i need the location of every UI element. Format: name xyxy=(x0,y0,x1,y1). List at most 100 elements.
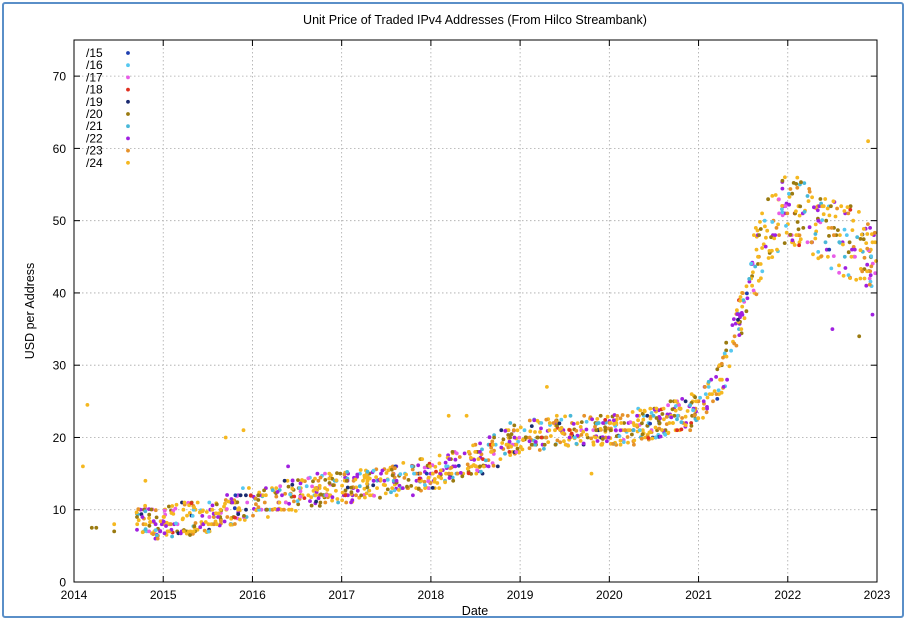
data-point xyxy=(340,490,345,495)
data-point xyxy=(164,520,169,525)
data-point xyxy=(765,228,770,233)
data-point xyxy=(754,247,759,252)
data-point xyxy=(302,496,307,500)
data-point xyxy=(759,276,763,281)
data-point xyxy=(593,435,598,440)
data-point xyxy=(242,518,247,522)
data-point xyxy=(621,440,626,444)
data-point xyxy=(283,500,288,505)
data-point xyxy=(532,418,537,423)
data-point xyxy=(316,478,321,483)
data-point xyxy=(261,493,265,498)
data-point xyxy=(394,478,399,483)
data-point xyxy=(630,432,634,437)
data-point xyxy=(147,529,152,534)
data-point xyxy=(330,498,334,503)
data-point xyxy=(608,421,613,425)
data-point xyxy=(648,406,653,411)
data-point xyxy=(151,532,156,536)
data-point xyxy=(135,515,139,519)
data-point xyxy=(430,486,435,490)
data-point xyxy=(751,270,755,275)
data-point xyxy=(553,442,558,447)
data-point xyxy=(640,411,645,416)
data-point xyxy=(262,488,266,493)
data-point xyxy=(342,472,347,477)
data-point xyxy=(218,507,223,512)
data-point xyxy=(405,484,409,489)
data-point xyxy=(437,486,442,490)
data-point xyxy=(807,189,812,194)
data-point xyxy=(810,195,814,200)
x-axis-label: Date xyxy=(462,604,488,618)
data-point xyxy=(270,488,275,493)
data-point xyxy=(357,484,362,489)
data-point xyxy=(390,486,395,490)
data-point xyxy=(438,471,443,476)
data-point xyxy=(603,428,608,433)
legend-label: /22 xyxy=(86,131,103,145)
data-point xyxy=(827,213,832,218)
data-point xyxy=(414,478,419,483)
data-point xyxy=(153,528,158,532)
data-point xyxy=(174,521,178,526)
data-point xyxy=(772,236,777,241)
data-point xyxy=(823,197,828,201)
data-point xyxy=(210,503,215,508)
data-point xyxy=(591,440,596,445)
data-point xyxy=(738,298,742,303)
data-point xyxy=(248,493,253,498)
outlier-point xyxy=(170,534,175,539)
data-point xyxy=(683,423,688,428)
data-point xyxy=(472,458,477,462)
data-point xyxy=(297,486,302,490)
data-point xyxy=(626,428,631,433)
data-point xyxy=(864,283,869,288)
data-point xyxy=(298,489,303,494)
data-point xyxy=(600,437,605,441)
data-point xyxy=(450,450,455,454)
data-point xyxy=(869,264,874,269)
outlier-point xyxy=(857,334,862,339)
data-point xyxy=(865,262,870,267)
x-tick-label: 2017 xyxy=(328,588,355,602)
data-point xyxy=(833,214,838,219)
data-point xyxy=(560,431,565,436)
data-point xyxy=(821,212,826,217)
data-point xyxy=(365,485,370,490)
data-point xyxy=(410,464,414,469)
data-point xyxy=(862,255,867,260)
data-point xyxy=(174,502,179,507)
data-point xyxy=(831,254,836,258)
data-point xyxy=(367,488,372,493)
data-point xyxy=(344,478,349,483)
data-point xyxy=(371,478,376,483)
data-point xyxy=(184,531,189,536)
data-point xyxy=(649,411,654,415)
data-point xyxy=(228,522,233,527)
data-point xyxy=(378,477,383,482)
data-point xyxy=(792,243,797,247)
outlier-point xyxy=(89,525,94,530)
legend-marker xyxy=(126,63,130,68)
data-point xyxy=(820,218,825,223)
data-point xyxy=(155,536,160,541)
data-point xyxy=(858,237,863,241)
data-point xyxy=(689,392,694,396)
data-point xyxy=(529,424,534,428)
data-point xyxy=(439,468,443,473)
data-point xyxy=(365,469,370,474)
data-point xyxy=(140,515,145,519)
data-point xyxy=(466,450,471,454)
data-point xyxy=(213,519,218,524)
data-point xyxy=(499,445,504,450)
data-point xyxy=(794,209,798,214)
data-point xyxy=(508,435,512,440)
data-point xyxy=(542,442,547,447)
data-point xyxy=(578,439,583,443)
data-point xyxy=(161,519,166,524)
data-point xyxy=(785,211,790,216)
data-point xyxy=(802,210,807,214)
data-point xyxy=(858,276,863,281)
data-point xyxy=(832,233,836,238)
